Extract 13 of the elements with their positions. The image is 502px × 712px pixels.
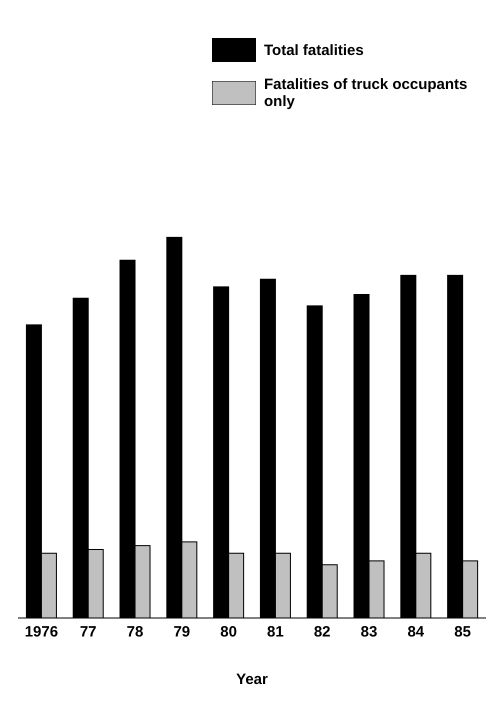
x-tick-label: 77 xyxy=(80,624,97,641)
x-tick-label: 80 xyxy=(220,624,237,641)
x-tick-label: 82 xyxy=(314,624,331,641)
legend-label: Fatalities of truck occupants only xyxy=(264,76,468,110)
x-tick-label: 84 xyxy=(407,624,425,641)
legend-label: Total fatalities xyxy=(264,42,364,58)
x-tick-label: 79 xyxy=(173,624,190,641)
x-axis-title: Year xyxy=(236,671,268,688)
x-tick-label: 83 xyxy=(360,624,378,641)
x-tick-label: 1976 xyxy=(24,624,58,641)
x-tick-label: 78 xyxy=(126,624,144,641)
x-tick-label: 85 xyxy=(454,624,471,641)
x-tick-label: 81 xyxy=(267,624,284,641)
